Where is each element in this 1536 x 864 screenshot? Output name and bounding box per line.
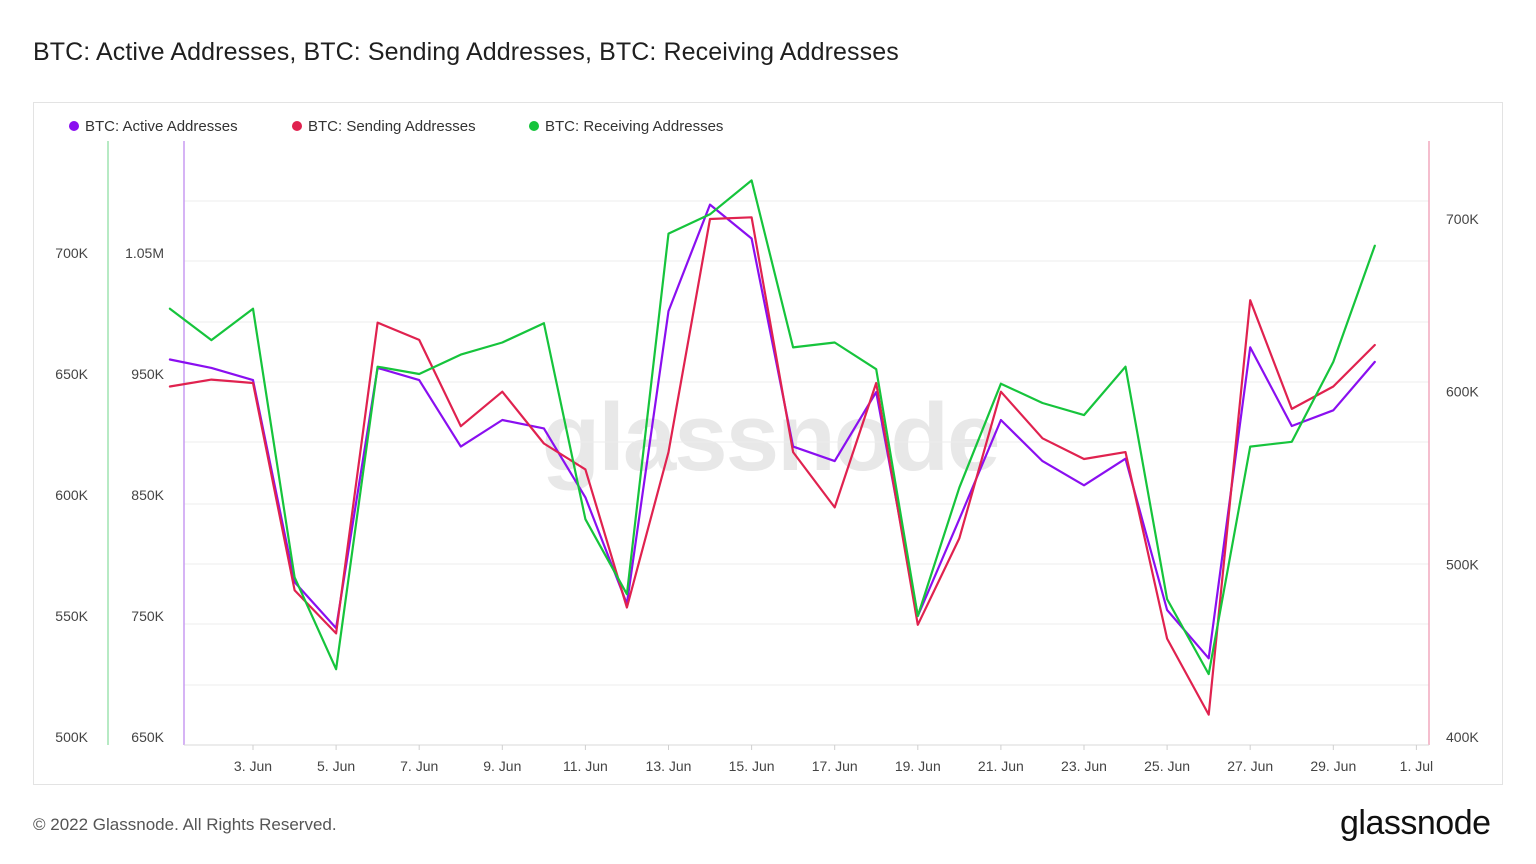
btc-receiving-addresses-legend-marker bbox=[529, 121, 539, 131]
x-axis-tick: 21. Jun bbox=[978, 758, 1024, 774]
active-axis-tick: 950K bbox=[131, 366, 164, 382]
x-axis-tick: 19. Jun bbox=[895, 758, 941, 774]
watermark: glassnode bbox=[542, 384, 999, 491]
receiving-axis-tick: 500K bbox=[55, 729, 88, 745]
receiving-axis-tick: 600K bbox=[55, 487, 88, 503]
btc-sending-addresses-line bbox=[168, 216, 1376, 716]
chart-panel bbox=[33, 102, 1503, 785]
x-axis-tick: 3. Jun bbox=[234, 758, 272, 774]
btc-receiving-addresses-legend-label: BTC: Receiving Addresses bbox=[545, 118, 723, 135]
sending-axis-tick: 400K bbox=[1446, 729, 1479, 745]
sending-axis-tick: 500K bbox=[1446, 556, 1479, 572]
receiving-axis-tick: 650K bbox=[55, 366, 88, 382]
x-axis-tick: 1. Jul bbox=[1400, 758, 1433, 774]
receiving-axis-tick: 550K bbox=[55, 608, 88, 624]
sending-axis-tick: 600K bbox=[1446, 384, 1479, 400]
btc-receiving-addresses-line bbox=[168, 179, 1376, 676]
x-axis-tick: 23. Jun bbox=[1061, 758, 1107, 774]
btc-sending-addresses-legend-label: BTC: Sending Addresses bbox=[308, 118, 476, 135]
x-axis-tick: 9. Jun bbox=[483, 758, 521, 774]
active-axis-tick: 1.05M bbox=[125, 245, 164, 261]
x-axis-tick: 29. Jun bbox=[1310, 758, 1356, 774]
btc-sending-addresses-legend-marker bbox=[292, 121, 302, 131]
x-axis-tick: 7. Jun bbox=[400, 758, 438, 774]
active-axis-tick: 650K bbox=[131, 729, 164, 745]
x-axis-tick: 17. Jun bbox=[812, 758, 858, 774]
sending-axis-tick: 700K bbox=[1446, 211, 1479, 227]
active-axis-tick: 850K bbox=[131, 487, 164, 503]
x-axis-tick: 15. Jun bbox=[729, 758, 775, 774]
x-axis-tick: 5. Jun bbox=[317, 758, 355, 774]
receiving-axis-tick: 700K bbox=[55, 245, 88, 261]
active-axis-tick: 750K bbox=[131, 608, 164, 624]
x-axis-tick: 27. Jun bbox=[1227, 758, 1273, 774]
chart-title: BTC: Active Addresses, BTC: Sending Addr… bbox=[33, 38, 899, 66]
btc-active-addresses-legend-label: BTC: Active Addresses bbox=[85, 118, 238, 135]
btc-active-addresses-legend-marker bbox=[69, 121, 79, 131]
x-axis-tick: 25. Jun bbox=[1144, 758, 1190, 774]
glassnode-logo: glassnode bbox=[1340, 804, 1491, 842]
x-axis-tick: 13. Jun bbox=[646, 758, 692, 774]
x-axis-tick: 11. Jun bbox=[563, 758, 608, 774]
copyright-footer: © 2022 Glassnode. All Rights Reserved. bbox=[33, 815, 337, 834]
